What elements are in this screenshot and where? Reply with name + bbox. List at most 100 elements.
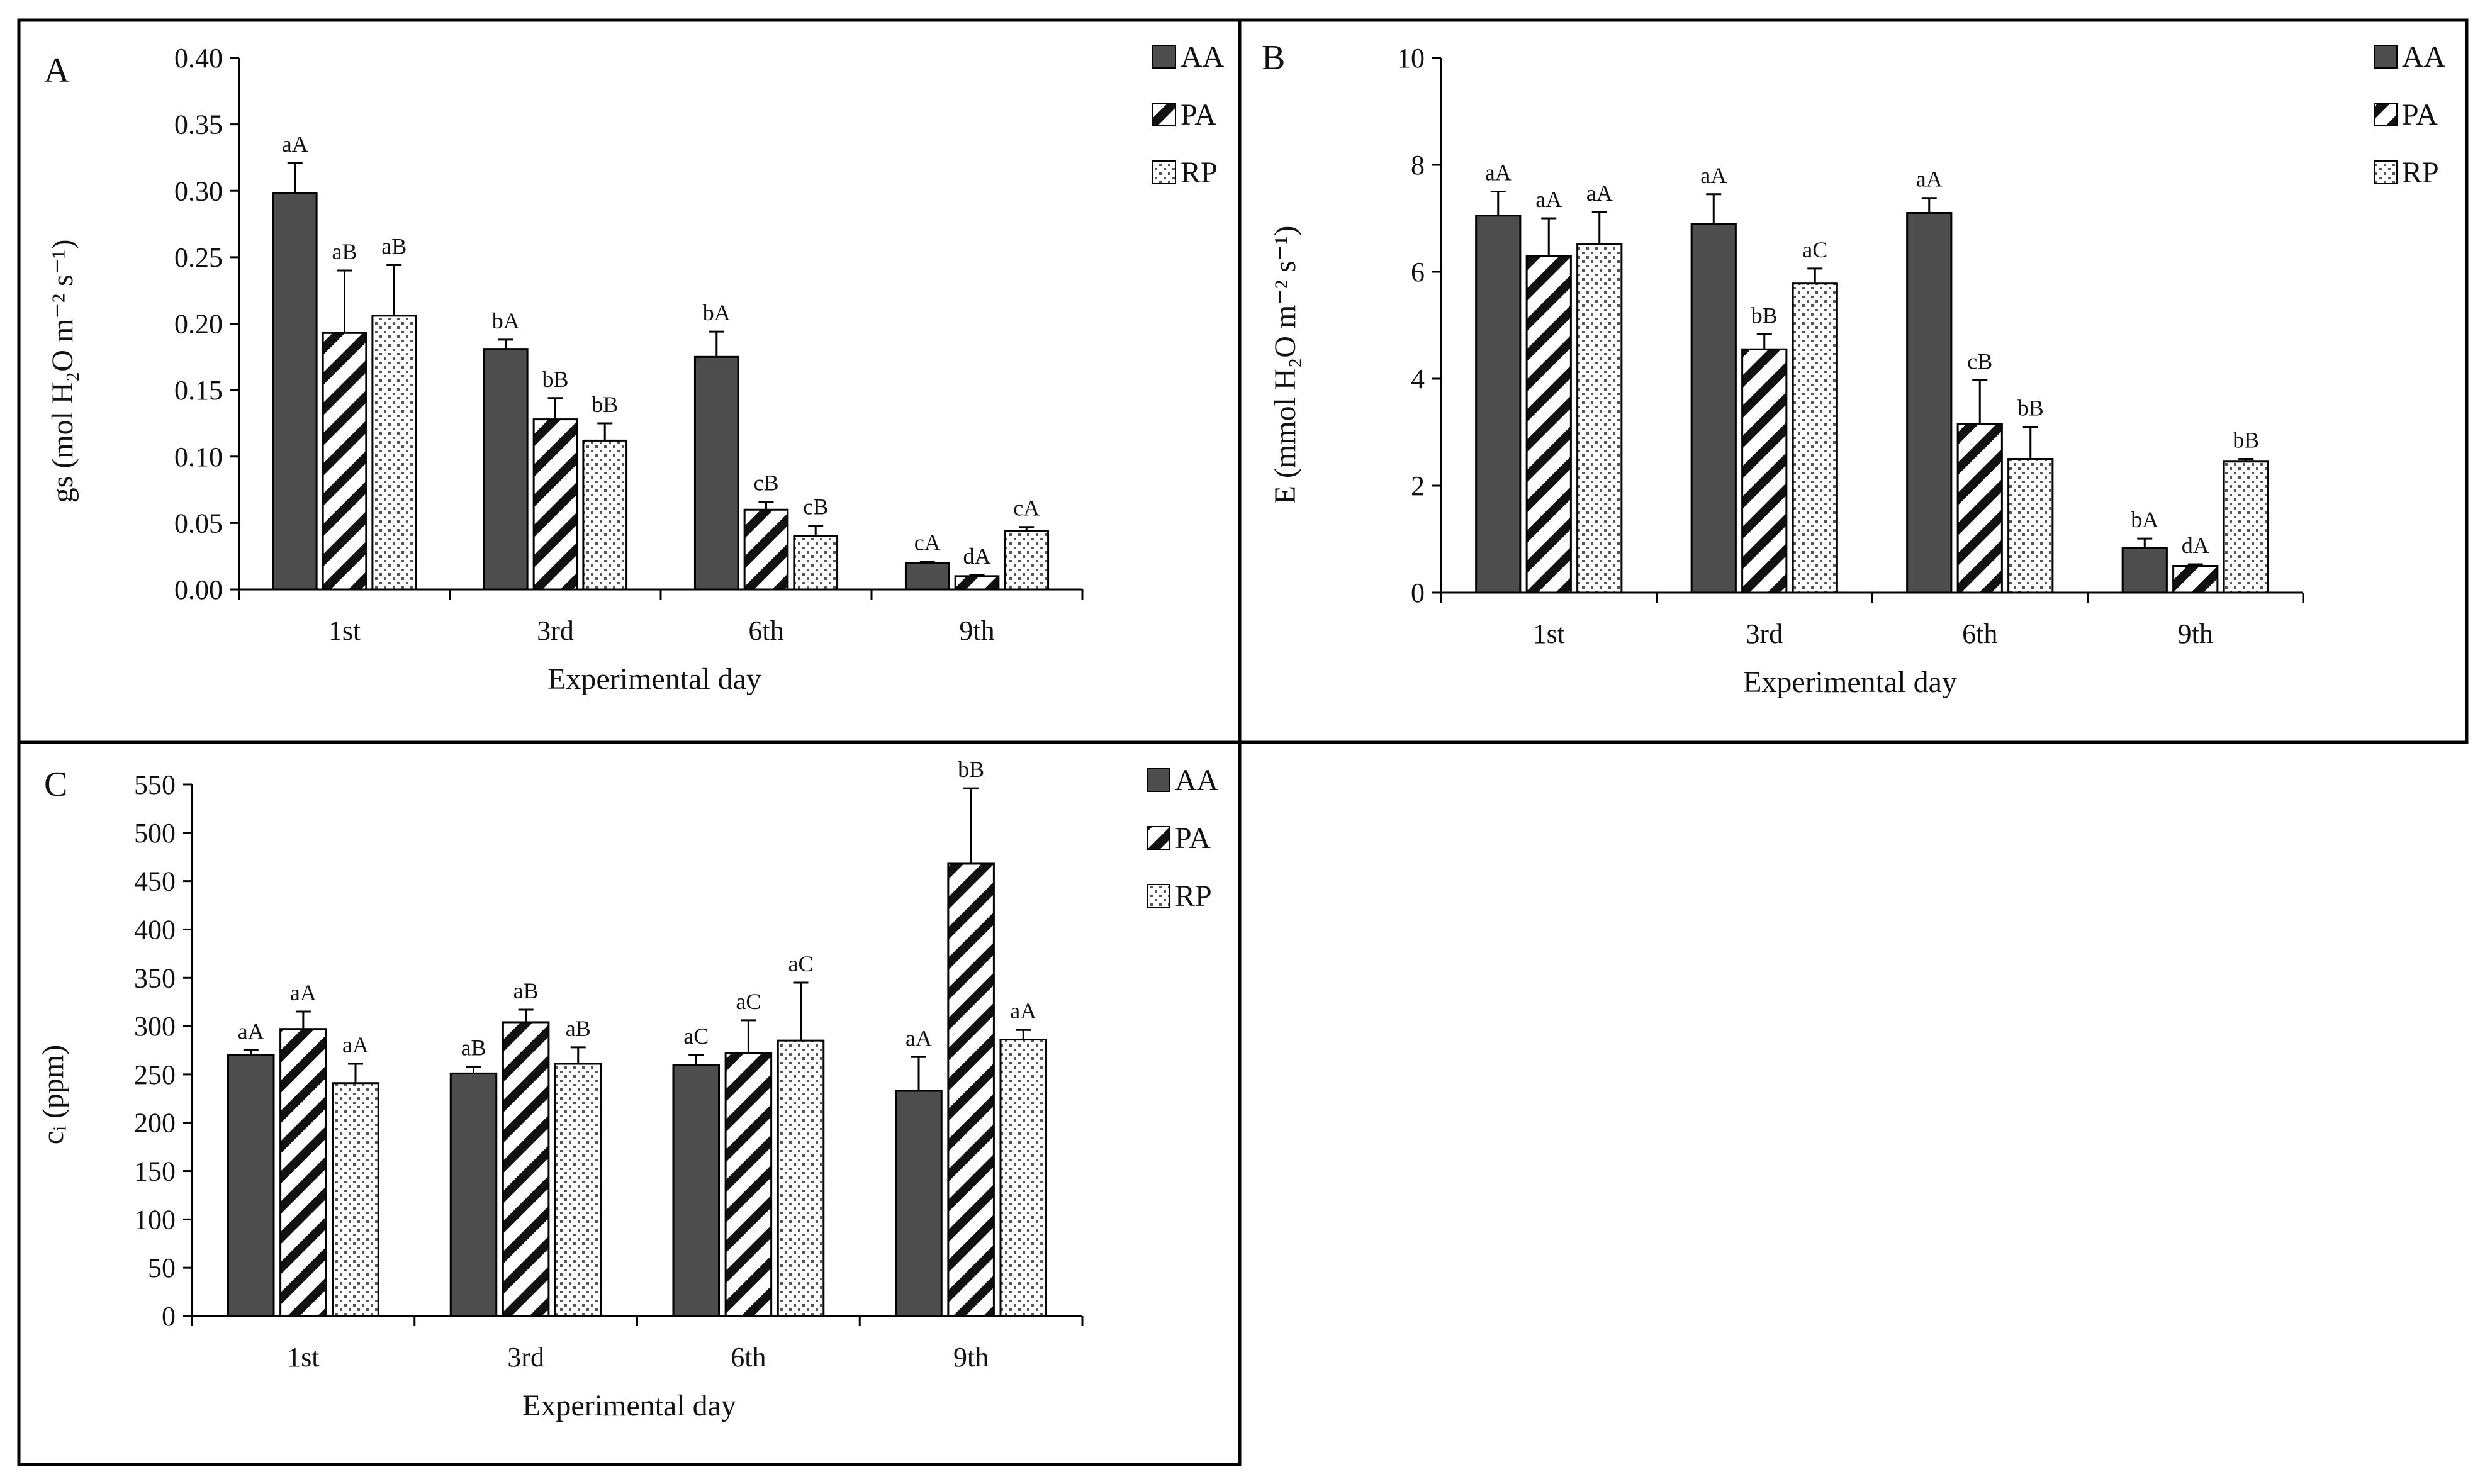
x-tick-label: 1st [287,1342,319,1373]
significance-letter: bA [492,308,520,333]
panel-A-label: A [44,51,70,90]
x-tick-label: 9th [953,1342,989,1373]
bar-pa [1525,255,1572,594]
x-tick-label: 6th [1962,618,1997,649]
significance-letter: cB [754,471,779,496]
legend-swatch-rp [1152,160,1176,184]
bar-aa [1906,212,1953,594]
x-tick-label: 6th [748,615,783,646]
significance-letter: cA [914,530,941,555]
significance-letter: aC [1802,237,1827,262]
bar-pa [743,508,789,591]
significance-letter: aB [461,1035,486,1061]
significance-letter: cB [803,494,828,520]
bar-pa [322,332,367,591]
legend-swatch-rp [2374,160,2398,184]
legend-swatch-pa [1152,103,1176,126]
bar-rp [582,439,628,591]
bar-aa [693,355,739,591]
bar-rp [777,1039,825,1317]
panel-C-x-axis-label: Experimental day [522,1389,736,1422]
bar-pa [1741,348,1788,594]
legend-label-pa: PA [1175,822,1211,855]
y-tick-label: 0.10 [174,442,223,472]
legend-label-rp: RP [2402,156,2439,189]
y-tick-label: 0.15 [174,375,223,406]
bar-aa [904,562,950,591]
x-tick-label: 9th [2178,618,2213,649]
significance-letter: aC [736,989,761,1014]
y-tick-label: 100 [134,1204,176,1235]
legend-swatch-rp [1147,884,1170,908]
panel-B-y-ticks: 0 2 4 6 8 10 [1397,43,1425,608]
panel-C-label: C [44,765,67,804]
significance-letter: aA [1010,998,1036,1024]
significance-letter: aA [906,1025,932,1051]
legend-swatch-aa [1152,45,1176,69]
significance-letter: bB [2233,428,2259,453]
significance-letter: aA [1586,181,1613,206]
y-tick-label: 0.20 [174,309,223,340]
bar-pa [1956,423,2003,594]
bar-rp [2007,458,2054,594]
bar-rp [332,1082,379,1317]
panel-B-label: B [1262,38,1285,77]
significance-letter: aC [683,1024,709,1049]
significance-letter: aA [238,1019,264,1044]
legend-label-pa: PA [2402,98,2438,131]
y-tick-label: 0.30 [174,176,223,206]
bar-pa [947,862,995,1317]
legend-swatch-aa [1147,768,1170,792]
panel-A-x-ticks: 1st 3rd 6th 9th [328,615,995,646]
y-tick-label: 0 [162,1301,176,1332]
significance-letter: aB [332,239,357,264]
panel-B-plot: aA aA aA aA bB aC aA cB bB bA dA bB [1432,57,2304,603]
panel-B-y-axis-label: E (mmol H₂O m⁻² s⁻¹) [1269,226,1302,505]
y-tick-label: 450 [134,866,176,897]
bar-aa [449,1072,498,1317]
legend-label-rp: RP [1175,879,1212,913]
bar-rp [371,315,417,591]
panel-C-y-axis-label: cᵢ (ppm) [36,1045,70,1144]
bar-aa [1690,223,1737,594]
y-tick-label: 8 [1411,150,1425,181]
panel-A: A gs (mol H₂O m⁻² s⁻¹) Experimental day … [44,40,1225,696]
panel-B-frame [1238,18,2469,744]
bar-aa [272,192,318,591]
bar-rp [999,1039,1048,1317]
legend-swatch-pa [2374,103,2398,126]
bar-aa [227,1054,275,1317]
legend-swatch-aa [2374,45,2398,69]
bar-rp [1576,243,1623,594]
y-tick-label: 0.40 [174,43,223,74]
panel-A-plot: aA aB aB bA bB bB bA cB cB cA dA cA [230,57,1084,600]
legend-label-aa: AA [1181,40,1225,74]
x-tick-label: 3rd [537,615,574,646]
legend-swatch-pa [1147,826,1170,850]
significance-letter: bA [2131,507,2158,532]
panel-A-y-axis-label: gs (mol H₂O m⁻² s⁻¹) [46,240,79,503]
y-tick-label: 6 [1411,257,1425,287]
bar-pa [532,418,578,591]
y-tick-label: 10 [1397,43,1425,74]
panel-C-frame [17,740,1242,1466]
panel-B-x-axis-label: Experimental day [1743,666,1957,699]
significance-letter: bB [592,392,618,417]
bar-rp [793,535,839,591]
y-tick-label: 0.05 [174,508,223,538]
bar-rp [1792,282,1838,594]
bar-pa [724,1052,773,1317]
significance-letter: aA [1535,187,1562,212]
y-tick-label: 300 [134,1011,176,1042]
y-tick-label: 0 [1411,577,1425,608]
bar-aa [2121,547,2168,594]
y-tick-label: 0.25 [174,242,223,273]
significance-letter: bB [542,367,568,392]
x-tick-label: 9th [959,615,994,646]
significance-letter: aA [1700,163,1727,188]
bar-aa [483,348,529,591]
bar-aa [1475,215,1522,594]
bar-aa [672,1064,721,1317]
panel-C: C cᵢ (ppm) Experimental day 0 50 100 150… [36,757,1219,1422]
bar-aa [895,1090,943,1317]
